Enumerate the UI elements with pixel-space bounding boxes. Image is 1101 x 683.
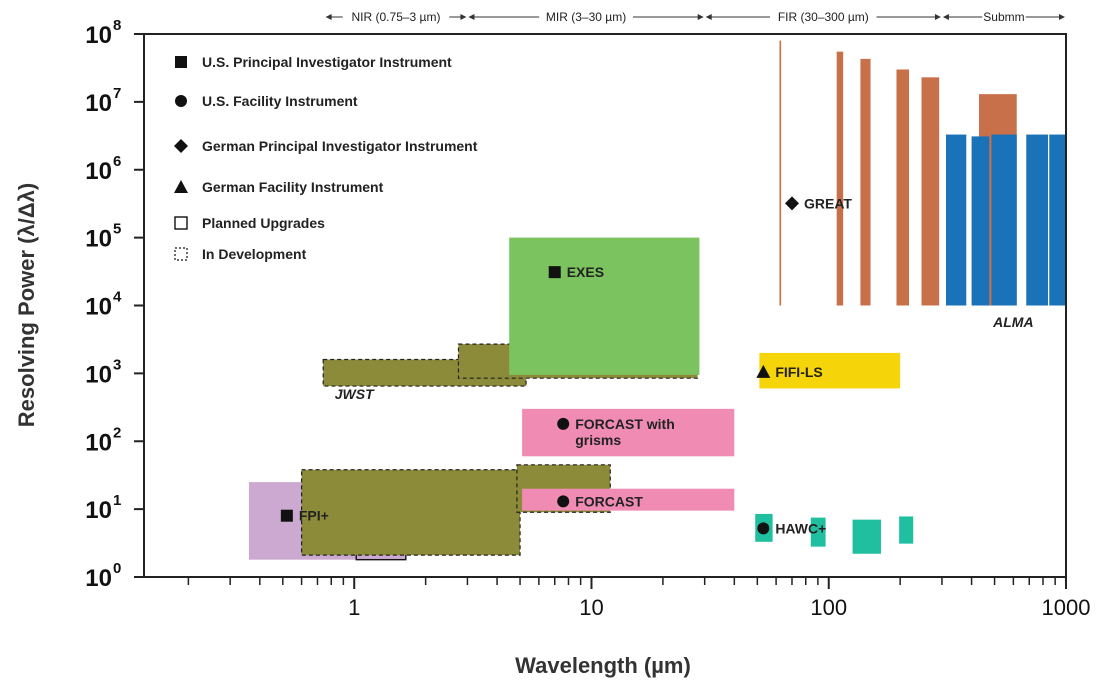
- x-tick-label: 10: [579, 595, 603, 620]
- fpi-marker: [280, 509, 293, 522]
- region-alma-1: [945, 134, 967, 306]
- y-tick-label: 10: [85, 22, 112, 49]
- band-label-nir-0-75-3-m: NIR (0.75–3 µm): [352, 10, 441, 24]
- legend-item-planned-upgrades: Planned Upgrades: [202, 215, 325, 231]
- legend-circle-marker: [175, 95, 187, 107]
- band-arrow-head: [934, 14, 941, 20]
- region-hawc-3: [852, 519, 881, 554]
- y-tick-exponent: 7: [113, 85, 121, 102]
- region-forcast-with-grisms-1: [522, 408, 735, 457]
- band-arrow-head: [942, 14, 949, 20]
- legend-item-in-development: In Development: [202, 246, 307, 262]
- y-tick-exponent: 3: [113, 356, 121, 373]
- y-tick-label: 10: [85, 294, 112, 321]
- y-tick-exponent: 6: [113, 153, 121, 170]
- legend-triangle-marker: [174, 180, 188, 193]
- band-arrow-head: [460, 14, 467, 20]
- forcast-with-grisms-label: grisms: [575, 432, 621, 448]
- y-tick-exponent: 8: [113, 17, 121, 34]
- legend-open-square-marker: [174, 216, 188, 230]
- region-fifi-ls-1: [759, 352, 901, 389]
- y-tick-label: 10: [85, 158, 112, 185]
- region-great-4: [896, 69, 910, 306]
- jwst-label: JWST: [335, 386, 375, 402]
- region-jwst-1: [300, 469, 521, 556]
- region-great-3: [860, 58, 871, 306]
- hawc-label: HAWC+: [775, 520, 826, 536]
- y-tick-exponent: 4: [113, 289, 122, 306]
- legend: U.S. Principal Investigator Instrument U.…: [174, 54, 478, 262]
- y-tick-label: 10: [85, 497, 112, 524]
- band-label-mir-3-30-m: MIR (3–30 µm): [546, 10, 626, 24]
- forcast-with-grisms-label: FORCAST with: [575, 416, 675, 432]
- y-tick-label: 10: [85, 226, 112, 253]
- region-hawc-2: [810, 517, 826, 547]
- legend-dashed-square-marker: [174, 247, 188, 261]
- hawc-marker: [757, 522, 770, 535]
- wavelength-bands: NIR (0.75–3 µm) MIR (3–30 µm) FIR (30–300 …: [325, 10, 1065, 24]
- y-tick-exponent: 0: [113, 560, 121, 577]
- legend-item-german-facility-instrument: German Facility Instrument: [202, 179, 384, 195]
- band-label-fir-30-300-m: FIR (30–300 µm): [778, 10, 869, 24]
- y-tick-exponent: 5: [113, 221, 121, 238]
- region-great-1: [779, 40, 782, 306]
- instrument-regions: [248, 40, 1066, 561]
- region-alma-5: [1049, 134, 1066, 306]
- region-exes-1: [509, 237, 700, 375]
- axis-ticks: 10 010 110 210 310 410 510 610 710 81 10 100 1000: [85, 17, 1090, 620]
- region-great-2: [836, 51, 844, 306]
- y-axis-title: Resolving Power (λ/Δλ): [14, 183, 39, 427]
- great-marker: [784, 196, 799, 211]
- region-hawc-4: [899, 516, 914, 544]
- fifi-ls-label: FIFI-LS: [775, 364, 822, 380]
- legend-item-u-s-principal-investigator-instrument: U.S. Principal Investigator Instrument: [202, 54, 452, 70]
- band-arrow-head: [697, 14, 704, 20]
- fpi-label: FPI+: [299, 508, 329, 524]
- x-tick-label: 1000: [1042, 595, 1091, 620]
- legend-diamond-marker: [174, 139, 188, 153]
- y-tick-exponent: 2: [113, 424, 121, 441]
- exes-label: EXES: [567, 264, 604, 280]
- forcast-marker: [557, 495, 570, 508]
- great-label: GREAT: [804, 195, 852, 211]
- band-arrow-head: [325, 14, 332, 20]
- y-tick-label: 10: [85, 90, 112, 117]
- region-great-5: [921, 77, 940, 306]
- alma-label: ALMA: [992, 314, 1033, 330]
- fifi-ls-marker: [756, 364, 771, 378]
- legend-square-marker: [175, 56, 187, 68]
- legend-item-german-principal-investigator-instrument: German Principal Investigator Instrument: [202, 138, 478, 154]
- legend-item-u-s-facility-instrument: U.S. Facility Instrument: [202, 93, 358, 109]
- band-arrow-head: [468, 14, 475, 20]
- forcast-label: FORCAST: [575, 493, 643, 509]
- y-tick-label: 10: [85, 565, 112, 592]
- region-alma-2: [971, 136, 990, 306]
- y-tick-exponent: 1: [113, 492, 121, 509]
- region-forcast-1: [522, 488, 735, 511]
- band-arrow-head: [705, 14, 712, 20]
- x-tick-label: 1: [348, 595, 360, 620]
- band-arrow-head: [1059, 14, 1065, 20]
- region-alma-3: [991, 134, 1017, 306]
- band-label-submm: Submm: [983, 10, 1024, 24]
- x-axis-title: Wavelength (µm): [515, 653, 691, 678]
- y-tick-label: 10: [85, 361, 112, 388]
- region-alma-4: [1026, 134, 1049, 306]
- y-tick-label: 10: [85, 429, 112, 456]
- exes-marker: [548, 266, 561, 279]
- forcast-with-grisms-marker: [557, 417, 570, 430]
- x-tick-label: 100: [810, 595, 847, 620]
